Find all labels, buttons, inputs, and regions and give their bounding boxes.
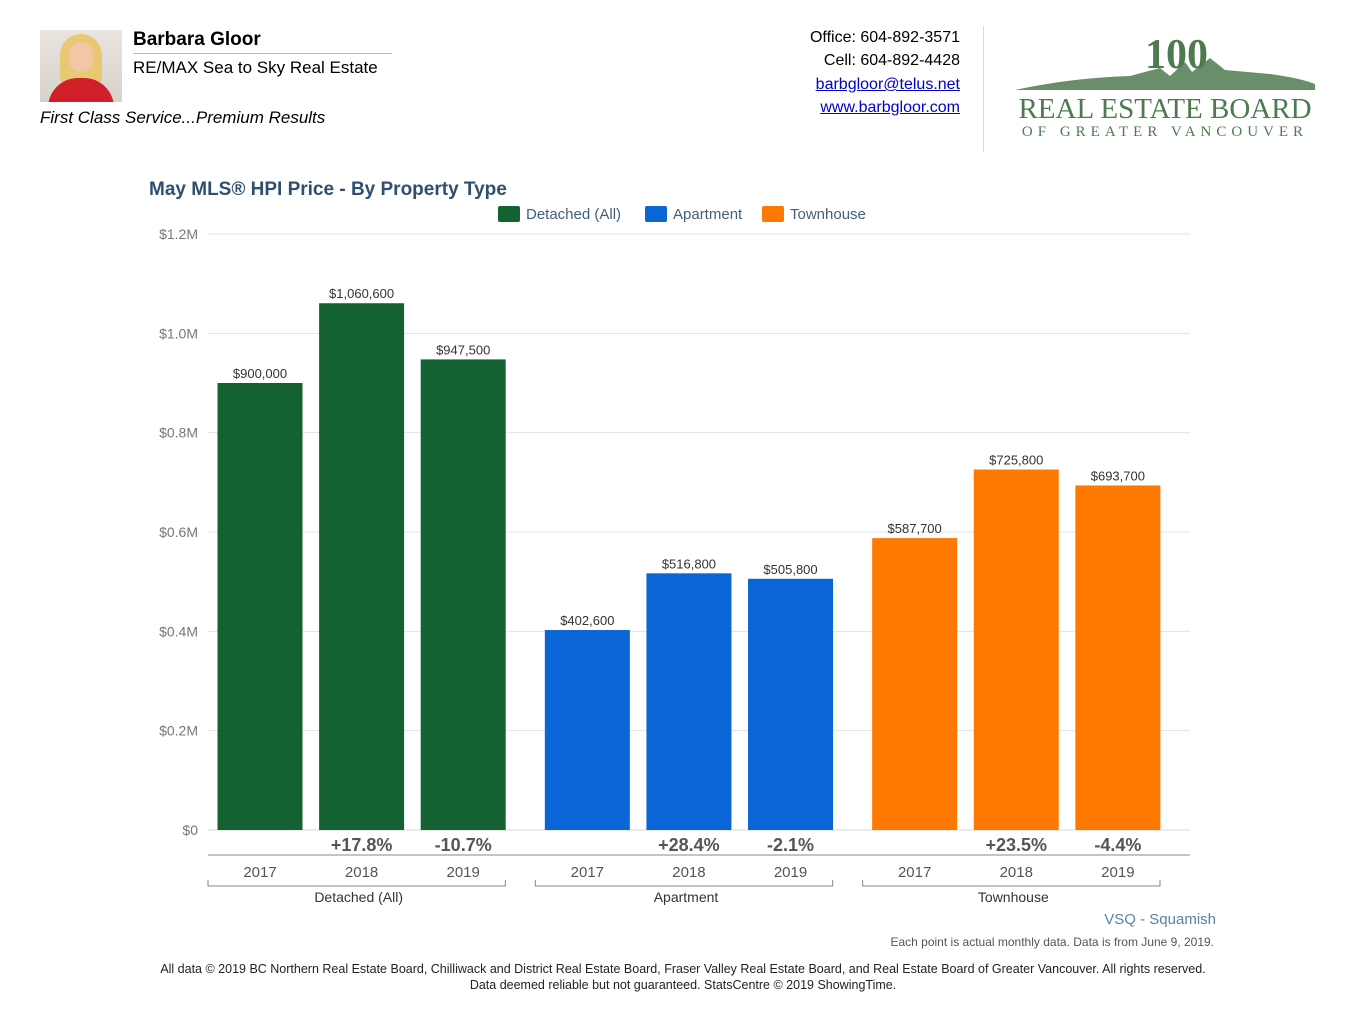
legend-item-apartment: Apartment (645, 206, 742, 223)
bar-value-label: $725,800 (989, 453, 1043, 468)
x-tick-label: 2018 (1000, 864, 1033, 881)
chart-title: May MLS® HPI Price - By Property Type (149, 179, 507, 200)
region-label: VSQ - Squamish (1104, 911, 1216, 928)
legend-label: Townhouse (790, 206, 866, 223)
group-bracket (862, 880, 1161, 887)
divider (133, 53, 392, 54)
real-estate-board-logo: 100 REAL ESTATE BOARD OF GREATER VANCOUV… (1015, 32, 1315, 140)
x-tick-label: 2018 (672, 864, 705, 881)
change-label: -10.7% (435, 835, 492, 855)
logo-text-main: REAL ESTATE BOARD (1018, 93, 1311, 125)
agent-company: RE/MAX Sea to Sky Real Estate (133, 58, 378, 77)
logo-text-sub: OF GREATER VANCOUVER (1022, 124, 1308, 140)
group-bracket (534, 880, 834, 887)
x-tick-label: 2017 (571, 864, 604, 881)
legend-swatch (498, 206, 520, 222)
website-link-wrap: www.barbgloor.com (820, 99, 960, 117)
x-tick-label: 2019 (774, 864, 807, 881)
office-phone: Office: 604-892-3571 (809, 29, 960, 46)
y-tick-label: $0.4M (159, 623, 198, 639)
divider (983, 26, 984, 152)
bar (420, 359, 506, 830)
bar-value-label: $505,800 (763, 562, 817, 577)
bar (217, 383, 303, 830)
bar (544, 630, 630, 830)
group-label: Detached (All) (314, 889, 403, 905)
bar-value-label: $1,060,600 (329, 286, 394, 301)
x-tick-label: 2019 (1101, 864, 1134, 881)
email-link[interactable]: barbgloor@telus.net (815, 76, 960, 93)
change-label: +23.5% (985, 835, 1047, 855)
legend-label: Apartment (673, 206, 743, 223)
group-label: Apartment (654, 889, 719, 905)
x-tick-label: 2019 (447, 864, 480, 881)
bar-value-label: $516,800 (662, 556, 716, 571)
x-tick-label: 2017 (243, 864, 276, 881)
change-label: +28.4% (658, 835, 720, 855)
y-tick-label: $1.0M (159, 325, 198, 341)
cell-phone: Cell: 604-892-4428 (823, 52, 960, 69)
legend-swatch (645, 206, 667, 222)
bar-value-label: $693,700 (1091, 468, 1145, 483)
legend-item-detached: Detached (All) (498, 206, 621, 223)
y-tick-label: $0.2M (159, 723, 198, 739)
data-note: Each point is actual monthly data. Data … (890, 935, 1214, 949)
x-tick-label: 2018 (345, 864, 378, 881)
bar (1075, 485, 1161, 830)
y-tick-label: $1.2M (159, 226, 198, 242)
y-tick-label: $0.6M (159, 524, 198, 540)
bar (973, 469, 1059, 830)
bar (748, 578, 834, 830)
legend-swatch (762, 206, 784, 222)
bar-value-label: $587,700 (888, 521, 942, 536)
bar-value-label: $947,500 (436, 342, 490, 357)
y-tick-label: $0.8M (159, 425, 198, 441)
legend-item-townhouse: Townhouse (762, 206, 866, 223)
agent-name: Barbara Gloor (133, 29, 261, 50)
change-label: -2.1% (767, 835, 814, 855)
group-bracket (207, 880, 506, 887)
footer-line-1: All data © 2019 BC Northern Real Estate … (160, 962, 1206, 976)
bar (872, 538, 958, 830)
footer-line-2: Data deemed reliable but not guaranteed.… (469, 978, 897, 992)
footer: All data © 2019 BC Northern Real Estate … (0, 961, 1366, 993)
change-label: -4.4% (1094, 835, 1141, 855)
legend-label: Detached (All) (526, 206, 622, 223)
x-tick-label: 2017 (898, 864, 931, 881)
change-label: +17.8% (331, 835, 393, 855)
website-link[interactable]: www.barbgloor.com (820, 99, 960, 116)
logo-number: 100 (1145, 32, 1208, 78)
bar (646, 573, 732, 830)
y-tick-label: $0 (182, 822, 198, 838)
avatar (40, 30, 122, 102)
email-link-wrap: barbgloor@telus.net (816, 76, 960, 94)
bar (319, 303, 405, 830)
tagline: First Class Service...Premium Results (40, 108, 326, 127)
bar-value-label: $900,000 (233, 366, 287, 381)
bar-value-label: $402,600 (560, 613, 614, 628)
group-label: Townhouse (978, 889, 1049, 905)
